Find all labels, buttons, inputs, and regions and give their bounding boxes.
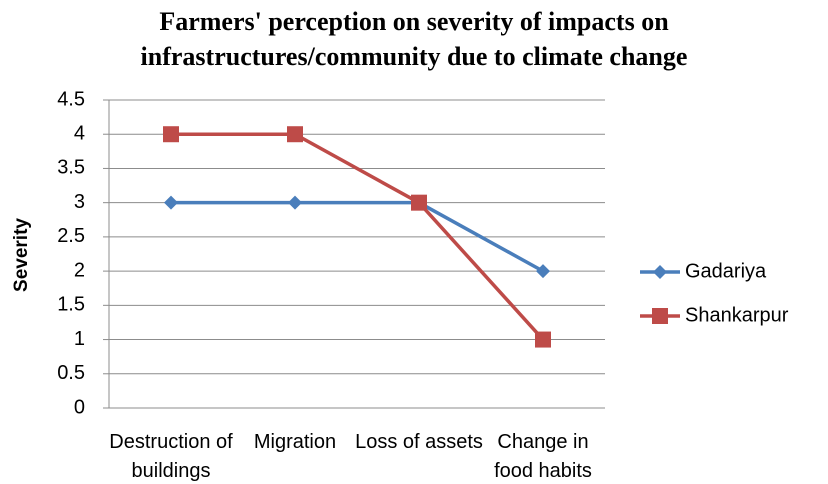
legend-marker	[652, 308, 668, 324]
y-tick-label: 1.5	[57, 294, 85, 316]
y-tick-label: 2.5	[57, 225, 85, 247]
legend-marker	[653, 265, 667, 279]
y-tick-label: 4.5	[57, 88, 85, 110]
y-tick-label: 3	[74, 191, 85, 213]
y-tick-label: 0.5	[57, 362, 85, 384]
x-tick-label: Migration	[253, 431, 337, 453]
x-tick-label: Destruction of buildings	[109, 431, 233, 482]
marker	[287, 126, 303, 143]
legend-label: Shankarpur	[685, 304, 789, 326]
series-line	[171, 132, 545, 341]
chart-title: Farmers' perception on severity of impac…	[140, 7, 688, 71]
marker	[411, 194, 427, 211]
x-tick-label: Change in food habits	[494, 431, 592, 482]
y-tick-label: 2	[74, 259, 85, 281]
marker	[288, 195, 302, 210]
marker	[163, 126, 179, 143]
y-axis-label: Severity	[11, 218, 32, 292]
marker	[536, 264, 550, 279]
marker	[164, 195, 178, 210]
legend-label: Gadariya	[685, 260, 767, 282]
y-tick-label: 4	[74, 123, 85, 145]
marker	[535, 331, 551, 348]
series-line	[171, 200, 544, 273]
y-tick-label: 1	[74, 328, 85, 350]
y-tick-label: 0	[74, 396, 85, 418]
x-tick-label: Loss of assets	[355, 431, 483, 453]
y-tick-label: 3.5	[57, 157, 85, 179]
